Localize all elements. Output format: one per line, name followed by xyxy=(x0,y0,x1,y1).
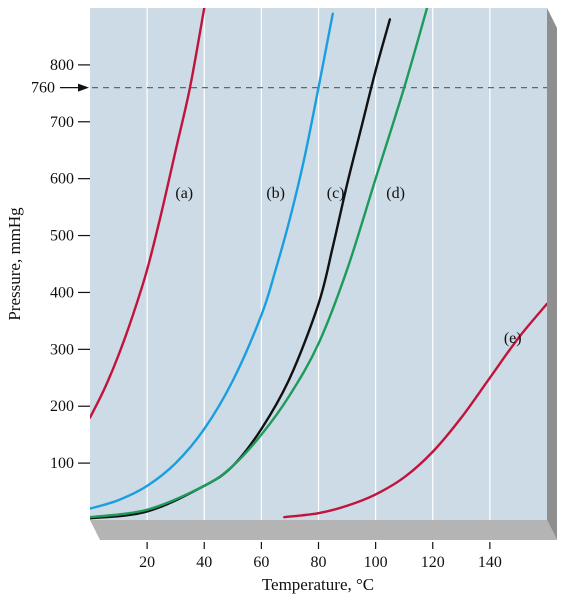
series-labels: (a) (b) (c) (d) (e) xyxy=(175,185,521,347)
x-tick-label-100: 100 xyxy=(364,554,388,571)
series-label-a: (a) xyxy=(175,185,193,202)
series-label-c: (c) xyxy=(327,185,345,202)
y-tick-label-400: 400 xyxy=(50,284,74,301)
y-tick-label-500: 500 xyxy=(50,228,74,245)
series-label-d: (d) xyxy=(386,185,405,202)
y-tick-label-300: 300 xyxy=(50,341,74,358)
reference-line-760: 760 xyxy=(31,80,547,97)
x-tick-label-140: 140 xyxy=(478,554,502,571)
series-curve-d xyxy=(90,8,429,519)
y-tick-label-200: 200 xyxy=(50,398,74,415)
x-axis-title: Temperature, °C xyxy=(262,575,374,594)
series-label-b: (b) xyxy=(266,185,285,202)
y-tick-label-600: 600 xyxy=(50,171,74,188)
x-tick-label-120: 120 xyxy=(421,554,445,571)
y-axis-title: Pressure, mmHg xyxy=(5,207,24,321)
reference-arrow-head xyxy=(78,83,89,92)
axes: 20 40 60 80 100 120 140 100 200 300 400 500 600 700 80… xyxy=(50,57,502,571)
series-curve-b xyxy=(90,12,334,510)
x-tick-label-40: 40 xyxy=(196,554,212,571)
x-tick-label-20: 20 xyxy=(139,554,155,571)
y-tick-label-700: 700 xyxy=(50,114,74,131)
x-tick-label-60: 60 xyxy=(253,554,269,571)
series-curve-a xyxy=(90,8,206,419)
y-tick-label-100: 100 xyxy=(50,455,74,472)
x-tick-label-80: 80 xyxy=(311,554,327,571)
series-curves xyxy=(90,8,547,520)
plot-shadow-bottom xyxy=(90,520,557,540)
y-tick-label-800: 800 xyxy=(50,57,74,74)
reference-label: 760 xyxy=(31,80,55,97)
series-curve-e xyxy=(283,302,547,519)
series-label-e: (e) xyxy=(504,330,522,347)
plot-shadow-right xyxy=(547,8,557,540)
